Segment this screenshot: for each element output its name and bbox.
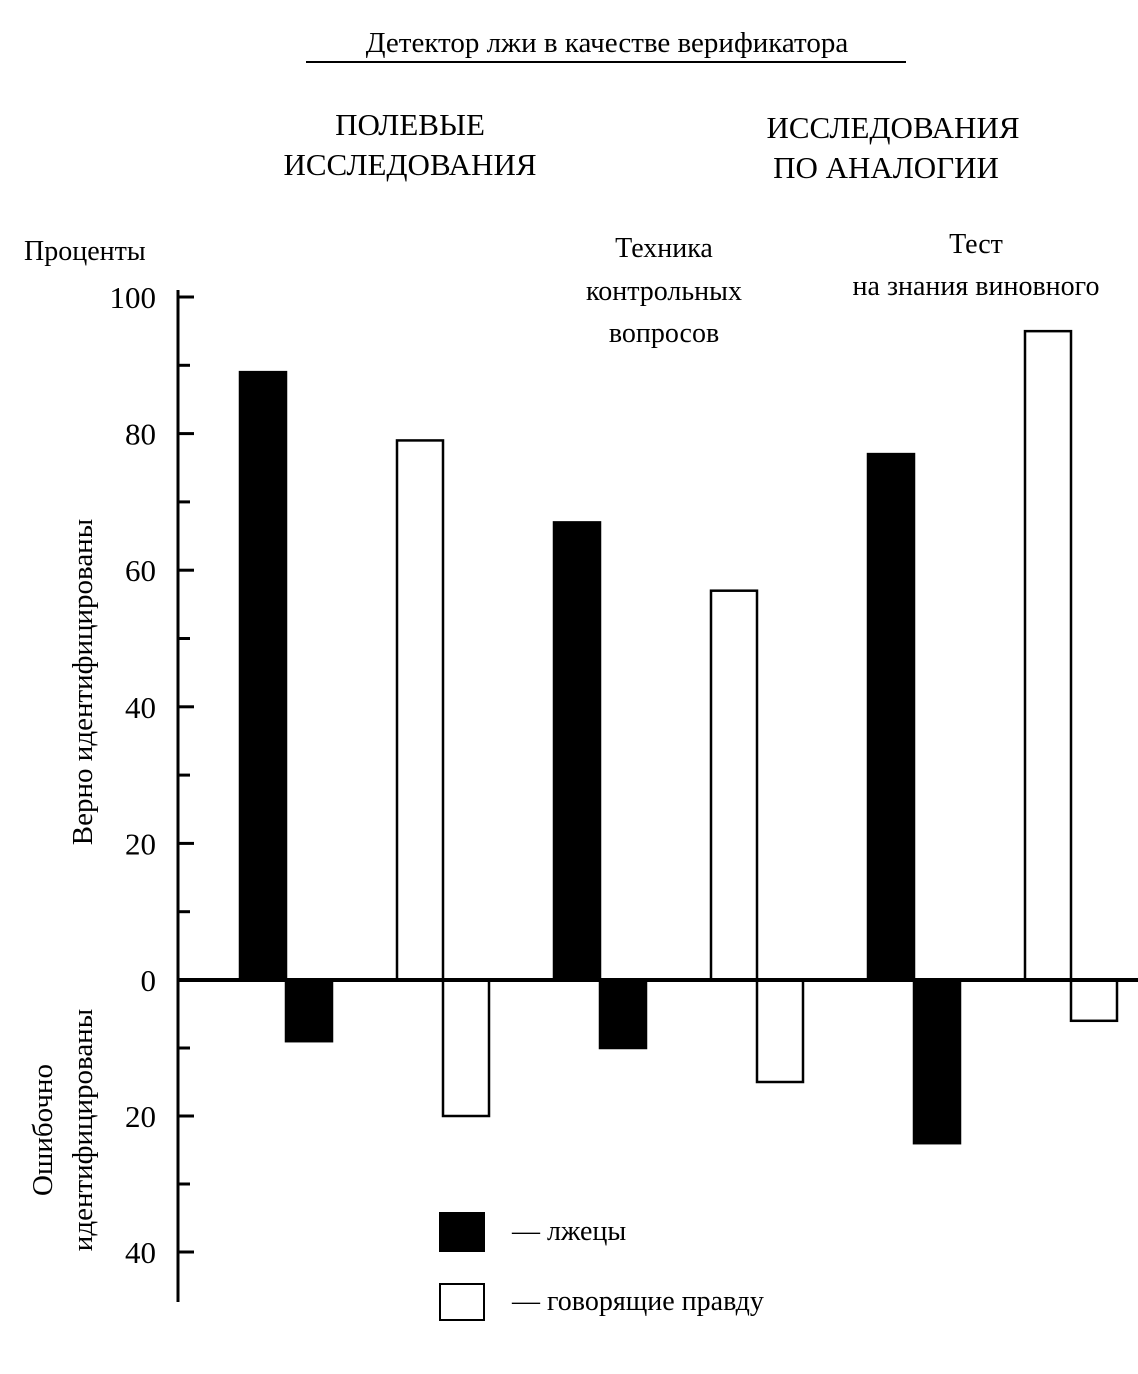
legend-swatch-liars — [439, 1212, 485, 1252]
group-label-gkt-line2: на знания виновного — [853, 271, 1100, 302]
bars — [238, 329, 1119, 1145]
group-label-gkt-line1: Тест — [949, 229, 1003, 260]
bar-correct-liars — [866, 452, 916, 982]
bar-wrong-liars — [284, 978, 334, 1043]
y-tick-label-upper: 40 — [125, 690, 156, 725]
bar-wrong-truthful — [441, 978, 491, 1118]
group-label-cqt-line1: Техника — [615, 233, 713, 264]
y-axis-label-lower-line2: идентифицированы — [67, 1009, 99, 1251]
section-heading-field-line1: ПОЛЕВЫЕ — [335, 107, 485, 142]
bar-correct-liars — [238, 370, 288, 982]
y-ticks: 0 20 40 60 80 100 20 40 — [110, 280, 194, 1270]
bar-wrong-truthful — [755, 978, 805, 1084]
bar-correct-truthful — [1023, 329, 1073, 982]
bar-wrong-truthful — [1069, 978, 1119, 1023]
bar-correct-liars — [552, 521, 602, 982]
y-tick-label-upper: 20 — [125, 826, 156, 861]
y-unit-label: Проценты — [24, 236, 146, 267]
y-tick-label-upper: 0 — [141, 963, 157, 998]
y-tick-label-upper: 60 — [125, 553, 156, 588]
section-heading-field-line2: ИССЛЕДОВАНИЯ — [283, 147, 536, 182]
bar-wrong-liars — [912, 978, 962, 1145]
y-tick-label-upper: 100 — [110, 280, 157, 315]
legend-swatch-truthful — [439, 1283, 485, 1321]
legend-label-liars: — лжецы — [511, 1216, 626, 1247]
y-axis-label-lower-line1: Ошибочно — [27, 1064, 59, 1196]
y-tick-label-upper: 80 — [125, 417, 156, 452]
y-axis-label-upper: Верно идентифицированы — [67, 519, 99, 845]
bar-wrong-liars — [598, 978, 648, 1050]
chart-title: Детектор лжи в качестве верификатора — [366, 27, 849, 59]
group-label-cqt-line3: вопросов — [609, 318, 719, 349]
bar-correct-truthful — [709, 589, 759, 982]
section-heading-analog-line1: ИССЛЕДОВАНИЯ — [766, 110, 1019, 145]
section-heading-analog-line2: ПО АНАЛОГИИ — [773, 150, 999, 185]
group-label-cqt-line2: контрольных — [586, 276, 742, 307]
y-tick-label-lower: 20 — [125, 1099, 156, 1134]
bar-correct-truthful — [395, 439, 445, 982]
legend-label-truthful: — говорящие правду — [511, 1286, 764, 1317]
y-tick-label-lower: 40 — [125, 1235, 156, 1270]
